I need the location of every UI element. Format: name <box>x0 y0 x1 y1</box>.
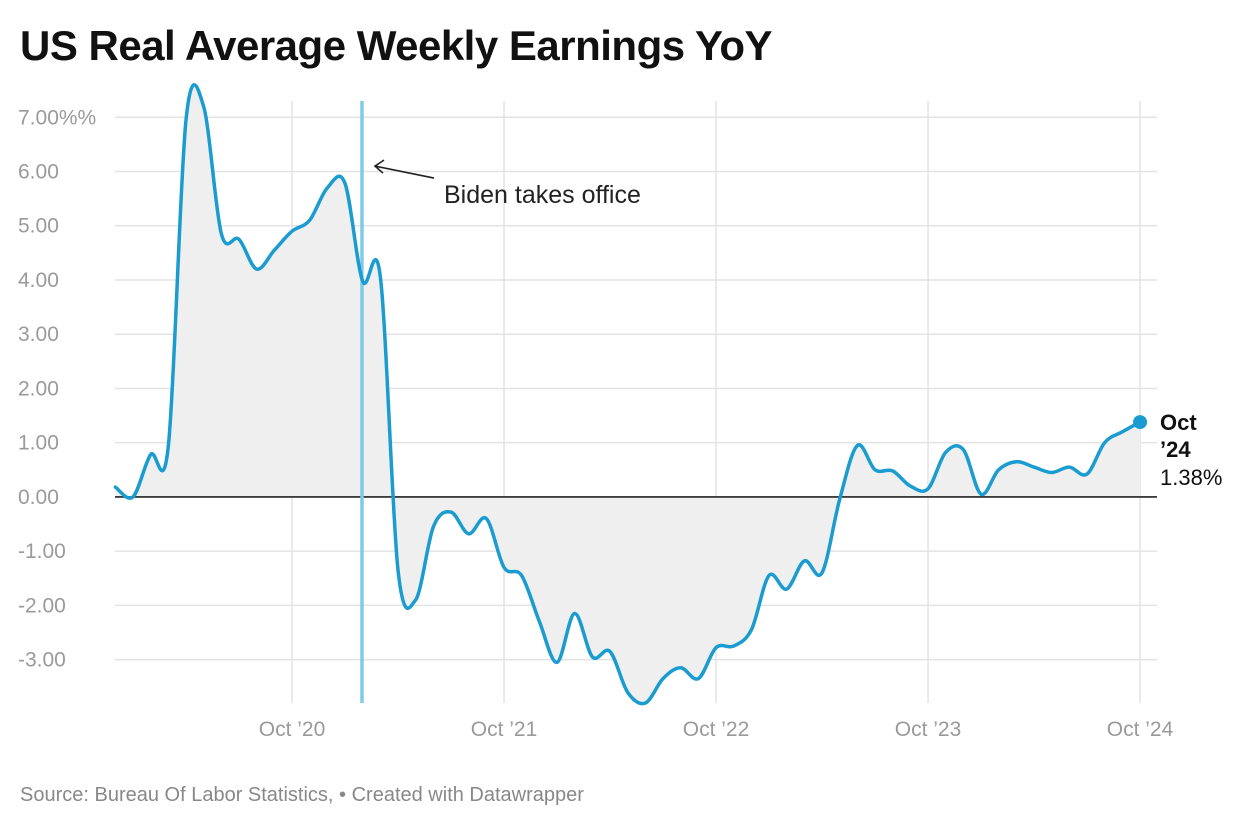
y-tick-label: 5.00 <box>18 215 59 238</box>
y-tick-label: 3.00 <box>18 323 59 346</box>
x-tick-label: Oct ’24 <box>1107 718 1174 741</box>
x-tick-label: Oct ’21 <box>471 718 538 741</box>
y-tick-label: 0.00 <box>18 486 59 509</box>
end-label-value: 1.38% <box>1160 465 1222 490</box>
annotation-arrowhead <box>373 159 385 174</box>
y-tick-label: 6.00 <box>18 161 59 184</box>
x-tick-label: Oct ’22 <box>683 718 750 741</box>
y-tick-label: -1.00 <box>18 540 66 563</box>
series-line <box>113 83 1142 706</box>
y-tick-label: -2.00 <box>18 594 66 617</box>
y-tick-label: 4.00 <box>18 269 59 292</box>
end-point-marker <box>1133 415 1148 430</box>
x-tick-label: Oct ’23 <box>895 718 962 741</box>
x-tick-label: Oct ’20 <box>259 718 326 741</box>
end-label-month: Oct <box>1160 410 1197 435</box>
chart-title: US Real Average Weekly Earnings YoY <box>20 22 773 69</box>
annotation-arrow <box>374 165 435 179</box>
y-tick-label: 1.00 <box>18 432 59 455</box>
y-tick-label: -3.00 <box>18 649 66 672</box>
source-note: Source: Bureau Of Labor Statistics, • Cr… <box>20 784 584 806</box>
axis-ticks: 7.00%% 6.00 5.00 4.00 3.00 2.00 1.00 0.00 -1.00 -… <box>18 106 1174 741</box>
annotation: Biden takes office <box>373 159 641 209</box>
y-tick-label: 7.00%% <box>18 106 96 129</box>
y-tick-label: 2.00 <box>18 377 59 400</box>
end-label-year: ’24 <box>1160 437 1191 462</box>
area-fill <box>115 84 1140 704</box>
annotation-label: Biden takes office <box>444 181 641 209</box>
